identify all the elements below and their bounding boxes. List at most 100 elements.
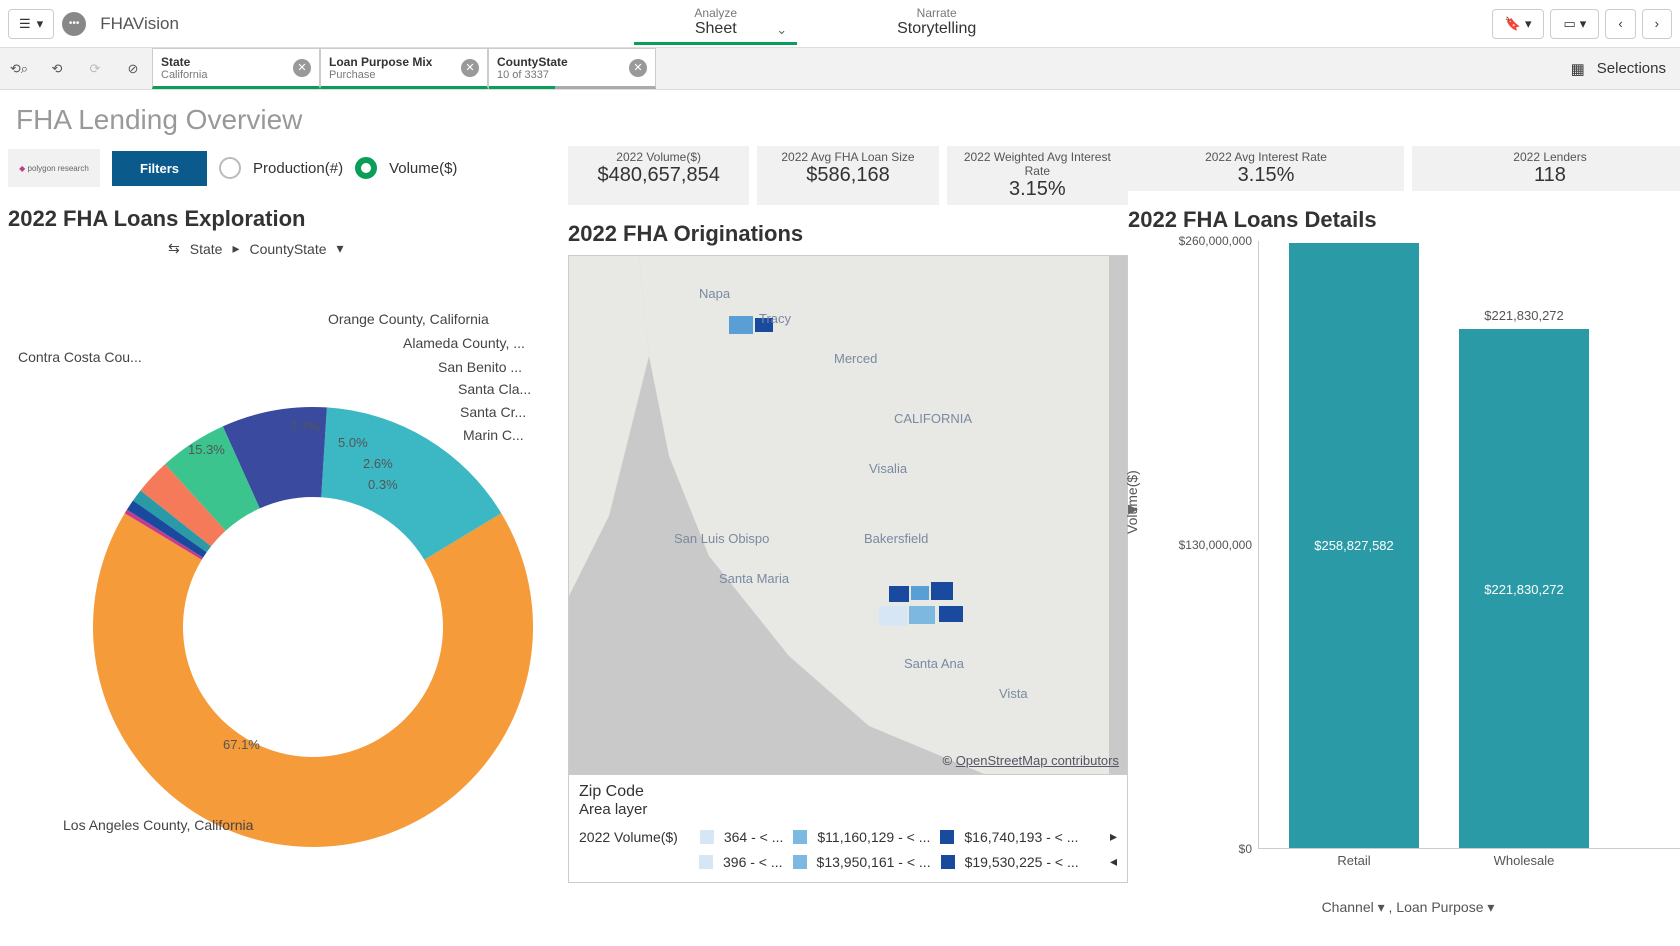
breadcrumb-state[interactable]: State [190,241,223,257]
step-back-icon[interactable]: ⟲ [46,58,68,80]
legend-scroll-left-icon[interactable]: ◂ [1110,853,1117,870]
left-column: ◆ polygon research Filters Production(#)… [8,146,568,916]
bar-footer[interactable]: Channel ▾ , Loan Purpose ▾ [1128,899,1680,916]
map-city-label: Bakersfield [864,531,928,546]
close-icon[interactable]: ✕ [629,59,647,77]
bar-yaxis: Volume($) $260,000,000$130,000,000$0 ▶ [1128,241,1258,871]
donut-slice-label: Santa Cr... [460,404,526,420]
chevron-right-icon: › [1655,16,1659,31]
selection-chip[interactable]: CountyState10 of 3337✕ [488,48,656,89]
close-icon[interactable]: ✕ [461,59,479,77]
donut-slice-label: Los Angeles County, California [63,817,253,833]
legend-swatch [793,830,807,844]
donut-slice-label: Orange County, California [328,311,489,327]
legend-swatch [700,830,714,844]
map-city-label: CALIFORNIA [894,411,972,426]
bookmark-icon: 🔖 [1505,16,1521,32]
donut-pct-label: 0.3% [368,477,398,492]
donut-pct-label: 7.7% [290,419,320,434]
donut-slice-label: San Benito ... [438,359,522,375]
bar-category-label: Wholesale [1454,853,1594,868]
chevron-down-icon: ⌄ [776,22,787,38]
donut-slice-label: Santa Cla... [458,381,531,397]
tab-analyze-sup: Analyze [694,6,737,20]
kpi-row: 2022 Volume($)$480,657,8542022 Avg FHA L… [568,146,1128,205]
app-icon[interactable]: ••• [62,12,86,36]
map-title: 2022 FHA Originations [568,221,1128,247]
filters-row: ◆ polygon research Filters Production(#)… [8,146,568,190]
legend-swatch [940,830,954,844]
legend-measure: 2022 Volume($) [579,829,678,845]
next-sheet-button[interactable]: › [1642,9,1672,39]
bar-value-in: $258,827,582 [1284,538,1424,553]
tab-narrate-sup: Narrate [897,6,976,20]
selections-tool-icon[interactable]: ▦ [1571,60,1585,78]
bar-title: 2022 FHA Loans Details [1128,207,1680,233]
donut-title: 2022 FHA Loans Exploration [8,206,568,232]
donut-chart[interactable]: Los Angeles County, California Contra Cos… [8,257,548,857]
legend-item-label: 396 - < ... [723,854,783,870]
osm-link[interactable]: OpenStreetMap contributors [956,753,1119,768]
sheets-icon: ▭ [1563,16,1575,32]
bar-plot: $258,827,582Retail$221,830,272$221,830,2… [1258,241,1680,849]
selections-label[interactable]: Selections [1597,60,1666,77]
donut-pct-label: 67.1% [223,737,260,752]
map-city-label: Merced [834,351,877,366]
tab-analyze[interactable]: Analyze Sheet ⌄ [634,2,797,45]
map-attribution: © OpenStreetMap contributors [942,753,1119,768]
sheet-list-button[interactable]: ▭▾ [1550,9,1599,39]
prev-sheet-button[interactable]: ‹ [1605,9,1635,39]
expand-handle-icon[interactable]: ▶ [1128,501,1138,517]
bar-chart[interactable]: Volume($) $260,000,000$130,000,000$0 ▶ $… [1128,241,1680,871]
bookmark-button[interactable]: 🔖▾ [1492,9,1545,39]
legend-swatch [941,855,955,869]
kpi-card: 2022 Avg FHA Loan Size$586,168 [757,146,938,205]
selection-chip[interactable]: Loan Purpose MixPurchase✕ [320,48,488,89]
kpi-card: 2022 Volume($)$480,657,854 [568,146,749,205]
menu-button[interactable]: ☰ ▾ [8,9,54,39]
close-icon[interactable]: ✕ [293,59,311,77]
radio-volume[interactable] [355,157,377,179]
top-toolbar: ☰ ▾ ••• FHAVision Analyze Sheet ⌄ Narrat… [0,0,1680,48]
hamburger-icon: ☰ [19,16,31,32]
map-city-label: Vista [999,686,1028,701]
legend-swatch [793,855,807,869]
donut-breadcrumb[interactable]: ⇆ State ▸ CountyState ▾ [168,240,568,257]
chevron-down-icon: ▾ [1580,16,1587,32]
legend-title1: Zip Code [579,783,1117,801]
step-forward-icon: ⟳ [84,58,106,80]
smart-search-icon[interactable]: ⟲⌕ [8,58,30,80]
page-title: FHA Lending Overview [0,90,1680,146]
bar-ytick: $260,000,000 [1132,234,1252,248]
breadcrumb-county[interactable]: CountyState [249,241,326,257]
clear-all-icon[interactable]: ⊘ [122,58,144,80]
tab-analyze-main: Sheet [694,20,737,38]
app-title: FHAVision [100,14,179,34]
map-city-label: Visalia [869,461,907,476]
filters-button[interactable]: Filters [112,151,207,186]
bar-value-top: $221,830,272 [1454,308,1594,323]
selection-chip[interactable]: StateCalifornia✕ [152,48,320,89]
legend-scroll-right-icon[interactable]: ▸ [1110,828,1117,845]
bar-category-label: Retail [1284,853,1424,868]
tab-narrate[interactable]: Narrate Storytelling [837,2,1036,45]
chevron-left-icon: ‹ [1618,16,1622,31]
map-city-label: Santa Maria [719,571,789,586]
donut-slice[interactable] [93,513,533,847]
tab-narrate-main: Storytelling [897,20,976,38]
donut-slice-label: Contra Costa Cou... [18,349,142,365]
chevron-right-icon: ▸ [232,240,239,257]
breadcrumb-icon: ⇆ [168,240,180,257]
legend-item-label: $19,530,225 - < ... [965,854,1079,870]
kpi-card: 2022 Lenders118 [1412,146,1680,191]
radio-production[interactable] [219,157,241,179]
map[interactable]: NapaTracyMercedCALIFORNIAVisaliaSan Luis… [568,255,1128,775]
legend-swatch [699,855,713,869]
donut-pct-label: 2.6% [363,456,393,471]
kpi-row-2: 2022 Avg Interest Rate3.15%2022 Lenders1… [1128,146,1680,191]
middle-column: 2022 Volume($)$480,657,8542022 Avg FHA L… [568,146,1128,916]
map-city-label: Santa Ana [904,656,964,671]
radio-production-label: Production(#) [253,160,343,177]
right-column: 2022 Avg Interest Rate3.15%2022 Lenders1… [1128,146,1680,916]
chevron-down-icon: ▾ [337,240,344,257]
